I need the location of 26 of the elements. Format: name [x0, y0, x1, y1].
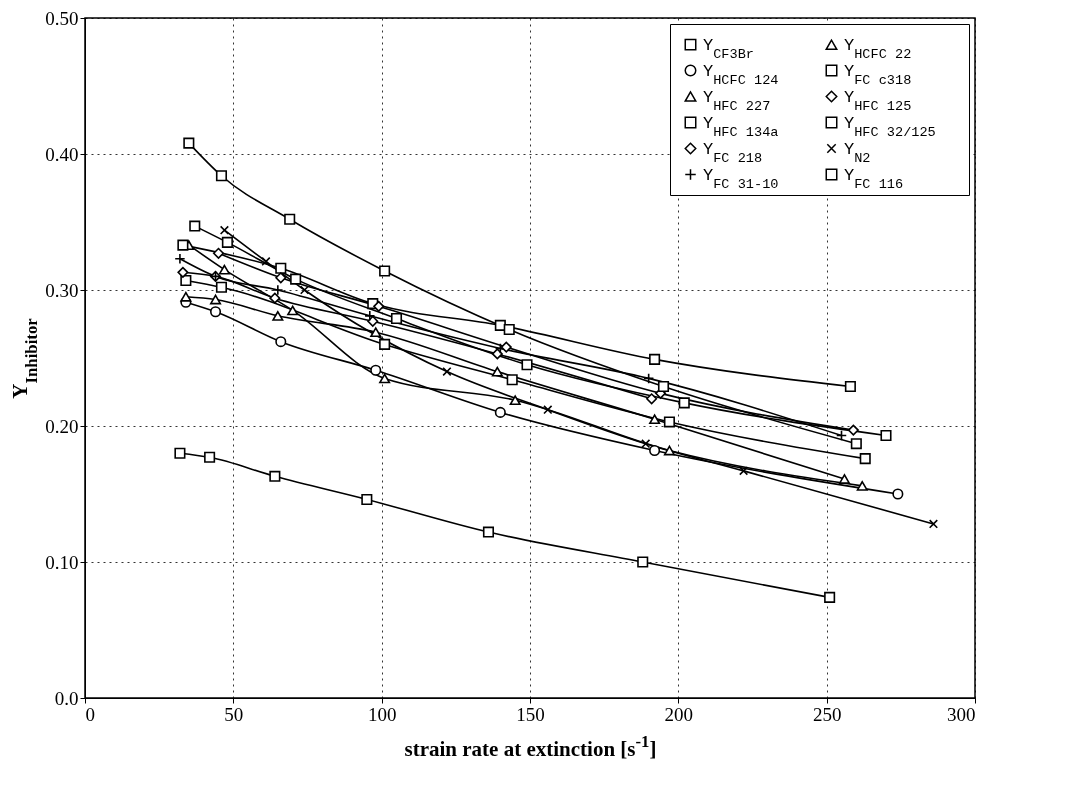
x-tick-label: 50	[224, 703, 244, 725]
legend-label: Y$_{FC 31-10}$	[703, 165, 779, 191]
legend-label: Y$_{FC 116}$	[844, 165, 904, 191]
y-tick-label: 0.50	[45, 7, 79, 29]
legend-label: Y$_{FC c318}$	[844, 61, 912, 87]
x-tick-label: 200	[664, 703, 694, 725]
legend-label: Y$_{HFC 125}$	[844, 87, 912, 113]
legend-label: Y$_{HFC 227}$	[703, 87, 771, 113]
x-tick-label: 100	[367, 703, 397, 725]
legend-label: Y$_{FC 218}$	[703, 139, 763, 165]
legend-label: Y$_{N2}$	[844, 139, 871, 165]
x-tick-label: 150	[516, 703, 545, 725]
legend-label: Y$_{HCFC 124}$	[703, 61, 779, 87]
legend-label: Y$_{HFC 32/125}$	[844, 113, 936, 139]
y-tick-label: 0.40	[45, 143, 79, 165]
legend-label: Y$_{HFC 134a}$	[703, 113, 779, 139]
x-tick-label: 0	[85, 703, 95, 725]
x-axis-title: strain rate at extinction [s$^{-1}$]	[404, 731, 657, 761]
legend-label: Y$_{CF3Br}$	[703, 35, 754, 62]
x-tick-label: 250	[812, 703, 842, 725]
y-tick-label: 0.30	[45, 279, 79, 301]
legend-label: Y$_{HCFC 22}$	[844, 35, 912, 62]
y-tick-label: 0.10	[45, 551, 79, 573]
y-tick-label: 0.0	[54, 687, 79, 709]
y-tick-label: 0.20	[45, 415, 79, 437]
x-tick-label: 300	[947, 703, 976, 725]
